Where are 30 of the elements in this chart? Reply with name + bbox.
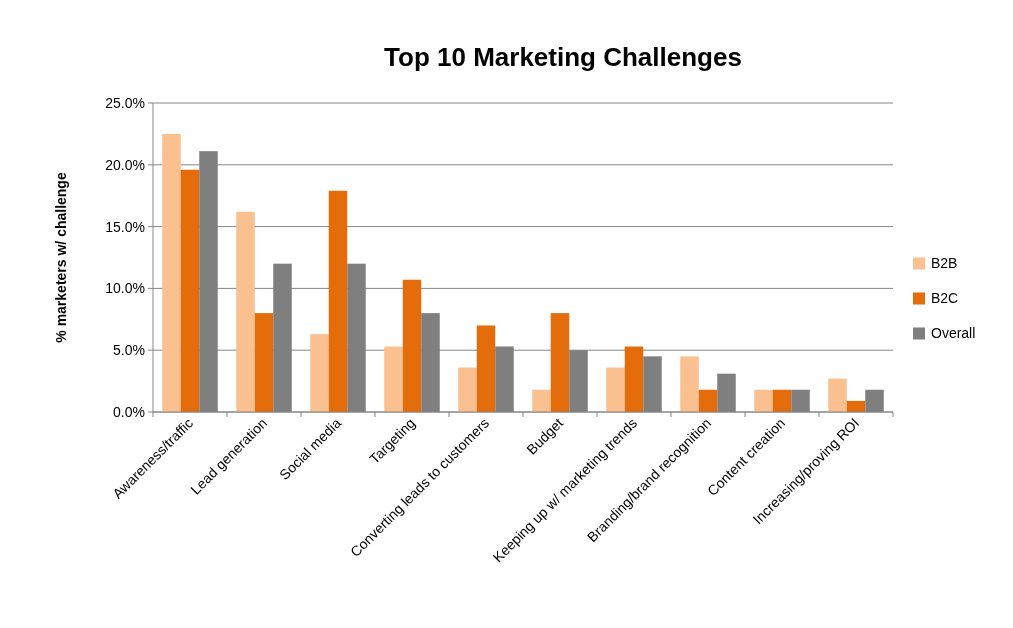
- bar: [624, 346, 644, 412]
- bar: [680, 356, 699, 412]
- bar: [310, 334, 329, 412]
- bar: [606, 367, 625, 412]
- bar: [384, 346, 403, 412]
- bar: [754, 389, 773, 412]
- bar: [236, 211, 255, 412]
- bar: [828, 378, 847, 412]
- bar: [254, 313, 274, 412]
- bar: [180, 169, 200, 412]
- bar: [476, 325, 496, 412]
- y-tick-label: 25.0%: [105, 94, 145, 111]
- bar: [532, 389, 551, 412]
- legend-label: Overall: [931, 325, 976, 342]
- bar: [458, 367, 477, 412]
- bar: [772, 389, 792, 412]
- bar: [402, 279, 422, 412]
- y-axis-title: % marketers w/ challenge: [53, 172, 69, 343]
- y-tick-label: 10.0%: [105, 280, 145, 297]
- bar: [162, 133, 181, 412]
- chart-title: Top 10 Marketing Challenges: [384, 42, 742, 72]
- bar: [328, 190, 348, 412]
- y-tick-label: 15.0%: [105, 218, 145, 235]
- y-tick-label: 20.0%: [105, 156, 145, 173]
- y-tick-label: 0.0%: [113, 403, 145, 420]
- bar: [698, 389, 718, 412]
- y-tick-label: 5.0%: [113, 342, 145, 359]
- bar: [550, 313, 570, 412]
- legend-label: B2C: [931, 290, 959, 307]
- legend-label: B2B: [931, 255, 958, 272]
